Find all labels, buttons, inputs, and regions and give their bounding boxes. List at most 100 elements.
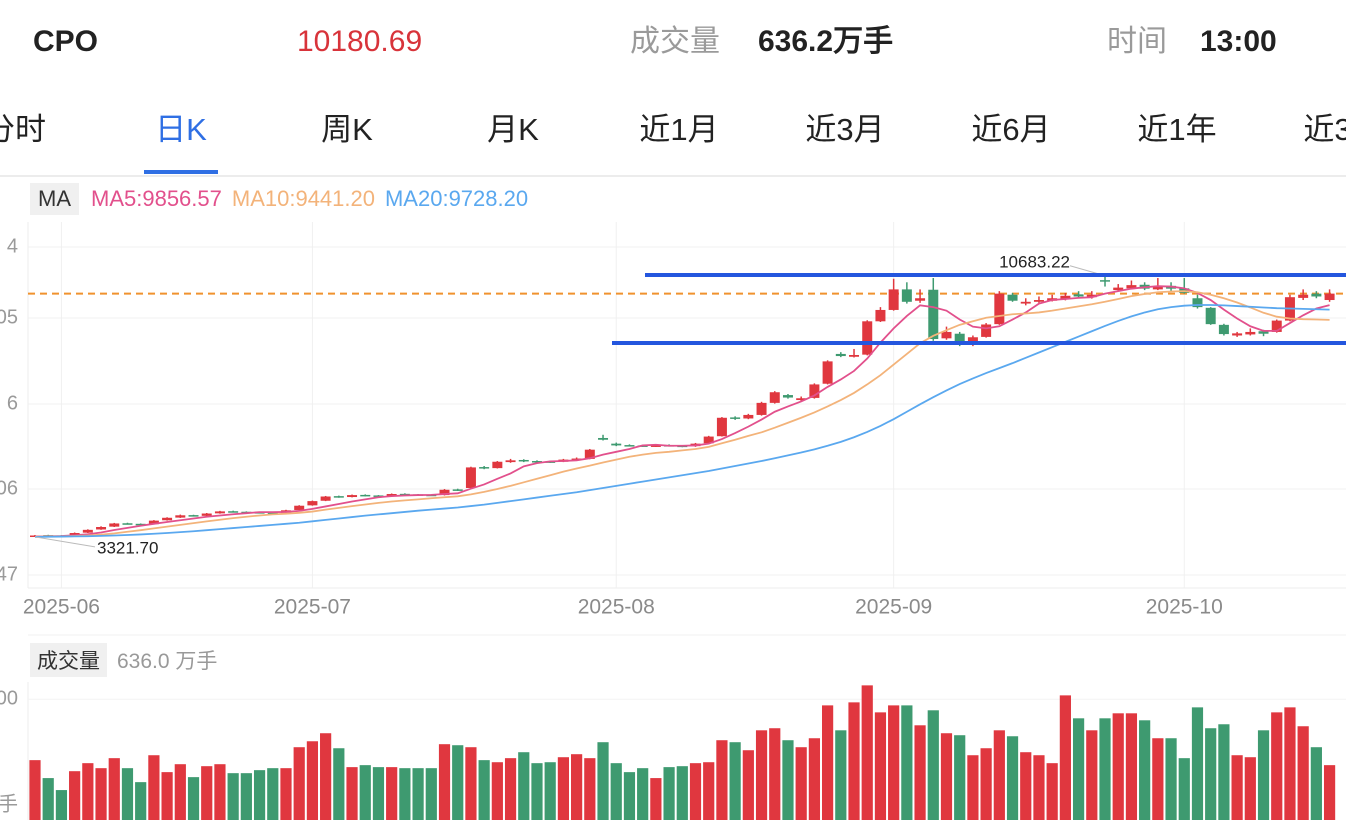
volume-bar (663, 767, 675, 820)
volume-bar (333, 748, 345, 820)
candle-body (1113, 287, 1124, 291)
volume-bar (650, 778, 662, 820)
tab[interactable]: 近3年 (1303, 112, 1346, 147)
candle-body (465, 467, 476, 488)
volume-bar (1178, 758, 1190, 820)
volume-bar (795, 747, 807, 820)
volume-bar (571, 754, 583, 820)
candle-body (624, 445, 635, 447)
volume-bar (755, 730, 768, 820)
y-tick-label: 6 (7, 392, 18, 414)
candle-body (981, 324, 992, 337)
volume-bar (1112, 713, 1124, 820)
volume-bar (518, 752, 530, 820)
candle-body (1232, 333, 1243, 336)
candle-body (347, 495, 358, 498)
candle-body (135, 523, 146, 526)
candle-body (518, 459, 529, 462)
volume-bar (888, 705, 900, 820)
candle-body (1152, 286, 1163, 290)
volume-bar (637, 768, 649, 820)
ma-line (34, 290, 1330, 538)
candle-body (320, 496, 331, 501)
price: 10180.69 (297, 25, 423, 58)
grid: 47 06 6 05 4 2025-06 2025-07 2025-08 2025-09 2025… (0, 222, 1346, 710)
candle-body (1311, 293, 1322, 297)
volume-bar (1271, 712, 1283, 820)
volume-bar (716, 740, 728, 820)
volume-bar (412, 768, 424, 820)
volume-bar (386, 767, 398, 820)
volume-bar (320, 733, 332, 820)
candle-body (373, 495, 384, 497)
volume-bar (438, 744, 451, 820)
volume-bar (1020, 752, 1032, 820)
tab[interactable]: 月K (487, 112, 539, 147)
volume-bar (848, 702, 860, 820)
volume-label: 成交量 (630, 25, 720, 58)
volume-bar (359, 765, 371, 820)
candle-body (716, 417, 727, 437)
time: 13:00 (1200, 25, 1277, 58)
tab[interactable]: 周K (321, 112, 373, 147)
candle-body (703, 436, 714, 444)
candle-body (109, 523, 120, 527)
candle-body (228, 511, 239, 513)
ma-legend: MA MA5:9856.57 MA10:9441.20 MA20:9728.20 (30, 183, 538, 215)
tab[interactable]: 近1年 (1137, 112, 1217, 147)
candle-body (531, 461, 542, 463)
tab[interactable]: 近3月 (805, 112, 885, 147)
candle-body (862, 321, 873, 355)
volume-bar (1165, 738, 1177, 820)
volume-bar (504, 758, 517, 820)
volume-bar (346, 767, 358, 820)
candle-body (1007, 294, 1018, 301)
tab[interactable]: 近6月 (971, 112, 1051, 147)
volume-bar (861, 685, 873, 820)
candle-body (1100, 280, 1111, 282)
tab[interactable]: 日K (155, 112, 207, 147)
volume-bar (55, 790, 68, 820)
volume-bar (1152, 738, 1164, 820)
volume-bar (1257, 730, 1270, 820)
volume-bar (874, 712, 887, 820)
volume-bar (927, 710, 939, 820)
time-label: 时间 (1107, 25, 1167, 58)
candle-body (188, 515, 199, 517)
candle-body (386, 494, 397, 496)
volume-bar (544, 762, 556, 820)
candle-body (1205, 307, 1216, 325)
candle-body (175, 515, 186, 518)
volume: 636.2万手 (758, 25, 894, 58)
volume-bar (95, 768, 107, 820)
tab[interactable]: 近1月 (639, 112, 719, 147)
volume-bar (822, 705, 834, 820)
volume-bar (1099, 718, 1111, 820)
volume-bar (808, 738, 820, 820)
volume-bar (1231, 755, 1243, 820)
volume-bar (610, 763, 622, 820)
candle-body (96, 527, 107, 530)
extreme-label: 3321.70 (97, 538, 158, 557)
volume-bar (584, 758, 596, 820)
candle-body (941, 331, 952, 339)
volume-bar (187, 777, 200, 820)
volume-bar (1205, 728, 1217, 820)
volume-bar (1191, 707, 1204, 820)
candle-body (888, 289, 899, 310)
legend-entry: MA20:9728.20 (384, 186, 529, 211)
candle-body (1086, 294, 1097, 298)
volume-bar (452, 745, 464, 820)
volume-bar (240, 773, 252, 820)
volume-bar (148, 755, 160, 820)
volume-bar (201, 766, 213, 820)
volume-bar (425, 768, 437, 820)
legend-entry: MA5:9856.57 (91, 186, 222, 211)
volume-bar (623, 772, 636, 820)
volume-bar (42, 778, 54, 820)
stock-name: CPO (33, 25, 99, 58)
tab[interactable]: 分时 (0, 112, 46, 147)
volume-bar (689, 763, 702, 820)
y-tick-label: 00 (0, 688, 18, 710)
candle-body (492, 461, 503, 469)
